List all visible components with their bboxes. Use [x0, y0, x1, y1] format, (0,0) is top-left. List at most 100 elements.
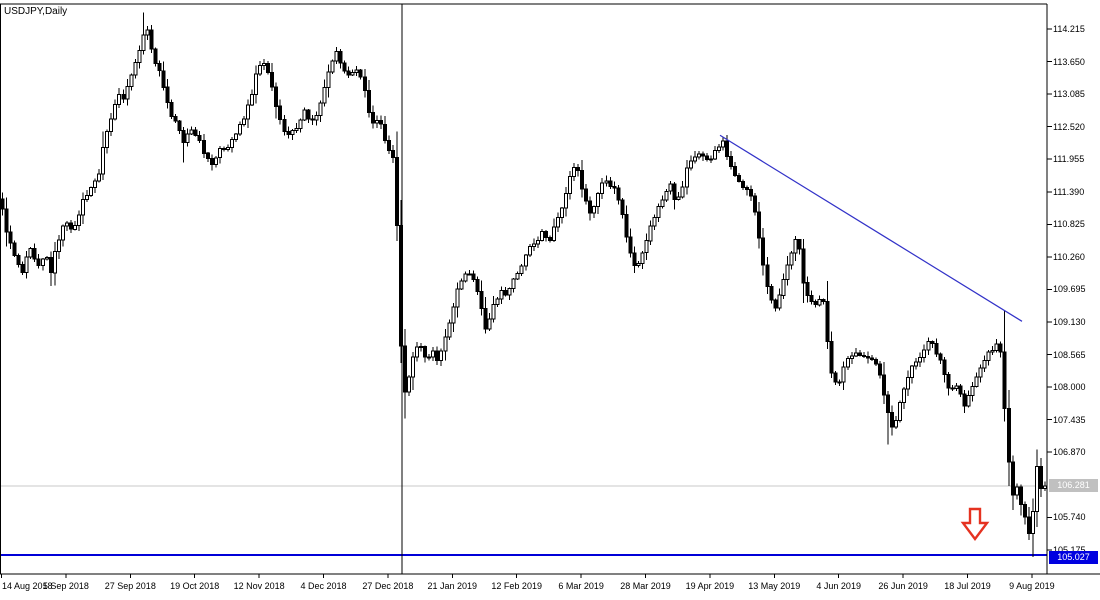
candle-bearish — [805, 282, 810, 297]
candle-bearish — [153, 48, 158, 64]
candle-bullish — [551, 226, 556, 241]
candle-bullish — [1030, 510, 1035, 534]
candle-bearish — [588, 200, 593, 214]
candle-bullish — [910, 365, 915, 378]
candle-bullish — [242, 118, 246, 125]
candle-bullish — [330, 60, 335, 73]
candle-bearish — [0, 198, 5, 210]
candle-bullish — [455, 288, 460, 308]
candle-bullish — [60, 225, 65, 241]
candle-bullish — [535, 240, 540, 245]
candle-bearish — [149, 29, 154, 50]
descending-trendline[interactable] — [719, 134, 1023, 322]
candle-bearish — [427, 356, 432, 359]
candle-bullish — [77, 214, 81, 227]
price-axis-label: 109.130 — [1053, 317, 1086, 327]
candle-bearish — [632, 252, 637, 266]
candle-bearish — [616, 187, 621, 201]
candle-bullish — [906, 376, 911, 390]
candle-bearish — [946, 374, 951, 389]
candle-bearish — [390, 149, 395, 159]
candle-bearish — [620, 199, 625, 216]
candle-bearish — [1026, 516, 1031, 534]
current-price-badge: 106.281 — [1049, 479, 1098, 492]
time-axis-label: 12 Feb 2019 — [491, 581, 542, 591]
candle-bullish — [914, 361, 919, 367]
candle-bearish — [938, 353, 943, 361]
candle-bullish — [24, 256, 29, 273]
red-down-arrow-icon[interactable] — [960, 507, 990, 541]
candle-bearish — [749, 189, 754, 197]
candle-bullish — [668, 183, 673, 192]
price-axis-label: 112.520 — [1053, 122, 1085, 132]
candle-bearish — [1039, 466, 1043, 490]
candles — [0, 12, 1047, 557]
candle-bullish — [137, 49, 142, 64]
candle-bullish — [652, 217, 657, 227]
candle-bullish — [89, 187, 94, 197]
candle-bearish — [4, 208, 9, 233]
candle-bullish — [44, 257, 49, 260]
candle-bullish — [113, 104, 118, 120]
candle-bearish — [201, 139, 206, 154]
candle-bullish — [56, 239, 61, 252]
candle-bearish — [886, 394, 890, 414]
candle-bullish — [793, 239, 798, 254]
candle-bullish — [238, 123, 242, 135]
candle-bullish — [28, 247, 33, 258]
time-axis-label: 6 Mar 2019 — [558, 581, 604, 591]
candle-bullish — [982, 360, 987, 369]
candle-bearish — [32, 247, 37, 260]
candle-bullish — [234, 133, 238, 141]
time-axis-label: 26 Jun 2019 — [878, 581, 928, 591]
candle-bearish — [342, 62, 347, 72]
candle-bearish — [833, 372, 838, 383]
candle-bullish — [954, 385, 959, 390]
candle-bearish — [1002, 351, 1007, 409]
candle-bearish — [435, 350, 440, 361]
candle-bearish — [547, 237, 552, 241]
candle-bullish — [52, 251, 57, 274]
candle-bullish — [141, 34, 146, 51]
candle-bullish — [189, 129, 194, 135]
candle-bearish — [745, 186, 750, 191]
candle-bullish — [374, 119, 379, 124]
price-axis-label: 113.085 — [1053, 89, 1085, 99]
candle-bearish — [161, 70, 166, 88]
time-axis-label: 27 Dec 2018 — [362, 581, 414, 591]
candle-bullish — [439, 350, 444, 361]
candle-bearish — [737, 175, 742, 183]
candle-bullish — [302, 109, 307, 121]
candle-bullish — [411, 356, 416, 378]
candle-bullish — [185, 133, 190, 144]
time-axis-label: 21 Jan 2019 — [427, 581, 478, 591]
time-axis-label: 4 Dec 2018 — [300, 581, 347, 591]
candle-bullish — [898, 402, 903, 421]
candle-bearish — [177, 120, 182, 131]
candle-bullish — [568, 175, 572, 195]
candle-bullish — [258, 65, 263, 75]
price-axis-label: 108.565 — [1053, 350, 1086, 360]
candle-bearish — [741, 181, 746, 188]
price-axis-label: 108.000 — [1053, 382, 1086, 392]
candle-bearish — [8, 231, 13, 244]
candle-bullish — [314, 114, 319, 121]
candle-bearish — [857, 352, 862, 356]
candle-bullish — [105, 131, 110, 148]
candle-bearish — [209, 158, 214, 166]
candle-bearish — [475, 279, 480, 293]
time-axis-label: 28 Mar 2019 — [620, 581, 671, 591]
candle-bullish — [133, 62, 138, 76]
candle-bullish — [688, 160, 693, 169]
candle-bullish — [515, 272, 520, 280]
candle-bullish — [451, 306, 456, 324]
candle-bullish — [640, 252, 645, 265]
candle-bearish — [882, 374, 886, 396]
candle-bearish — [761, 237, 766, 266]
candle-bullish — [73, 225, 77, 230]
candle-bullish — [217, 148, 222, 159]
candle-bullish — [290, 130, 295, 135]
candle-bearish — [878, 363, 882, 376]
